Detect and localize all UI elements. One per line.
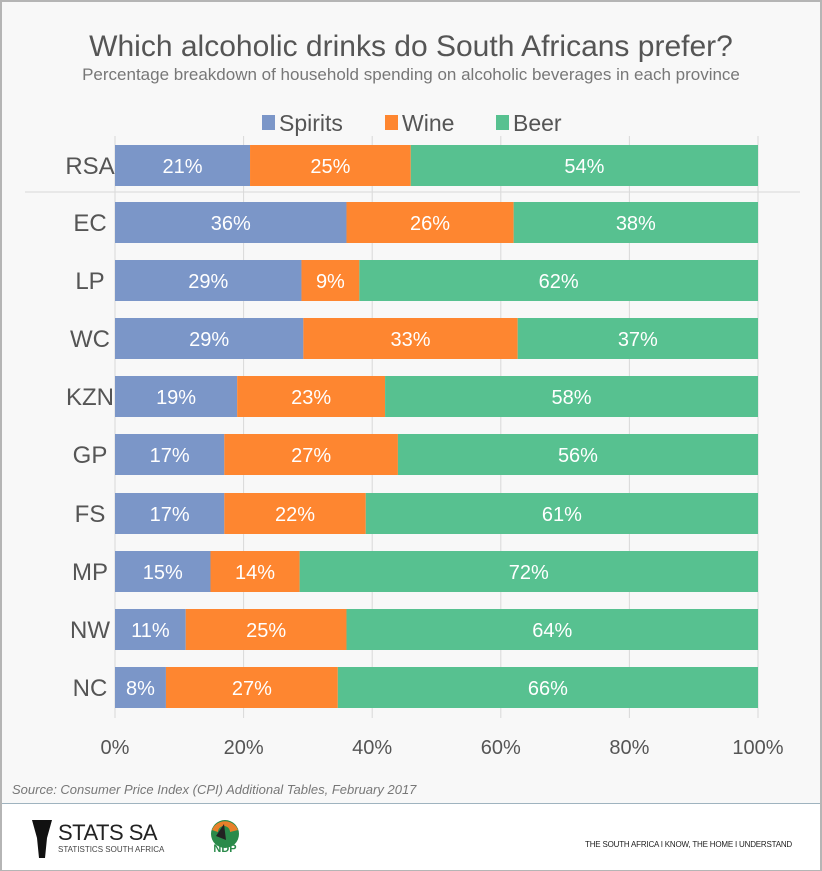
category-label: NW — [70, 617, 110, 644]
bar-segment-beer — [397, 434, 758, 475]
x-tick-label: 80% — [609, 737, 649, 759]
bar-segment-spirits — [115, 493, 225, 534]
legend-label: Wine — [402, 110, 454, 136]
data-label: 37% — [618, 329, 658, 351]
category-label: MP — [72, 559, 108, 586]
data-label: 66% — [528, 678, 568, 700]
bar-segment-spirits — [115, 145, 251, 186]
data-label: 54% — [564, 156, 604, 178]
bar-segment-beer — [299, 551, 758, 592]
footer — [2, 803, 820, 870]
bar-segment-beer — [385, 376, 758, 417]
x-tick-label: 40% — [352, 737, 392, 759]
data-label: 38% — [616, 213, 656, 235]
bar-segment-spirits — [115, 667, 166, 708]
bar-segment-spirits — [115, 260, 302, 301]
category-label: LP — [75, 268, 104, 295]
bar-segment-spirits — [115, 551, 211, 592]
x-tick-label: 60% — [481, 737, 521, 759]
bar-segment-beer — [337, 667, 758, 708]
data-label: 21% — [162, 156, 202, 178]
data-label: 23% — [291, 387, 331, 409]
chart-subtitle: Percentage breakdown of household spendi… — [82, 65, 740, 84]
bar-segment-wine — [301, 260, 360, 301]
x-tick-label: 20% — [224, 737, 264, 759]
data-label: 62% — [539, 271, 579, 293]
bar-segment-wine — [303, 318, 518, 359]
data-label: 26% — [410, 213, 450, 235]
x-tick-label: 0% — [101, 737, 130, 759]
data-label: 19% — [156, 387, 196, 409]
data-label: 17% — [150, 504, 190, 526]
legend-label: Spirits — [279, 110, 343, 136]
data-label: 36% — [211, 213, 251, 235]
data-label: 61% — [542, 504, 582, 526]
bar-segment-beer — [513, 202, 758, 243]
bar-segment-spirits — [115, 202, 347, 243]
data-label: 15% — [143, 562, 183, 584]
legend-swatch — [385, 115, 398, 130]
data-label: 72% — [509, 562, 549, 584]
bar-segment-wine — [250, 145, 411, 186]
bar-segment-wine — [346, 202, 514, 243]
category-label: KZN — [66, 384, 114, 411]
stats-sa-logo-subtext: STATISTICS SOUTH AFRICA — [58, 845, 165, 854]
data-label: 11% — [131, 620, 170, 642]
category-label: NC — [73, 675, 108, 702]
data-label: 9% — [316, 271, 345, 293]
bar-segment-wine — [185, 609, 347, 650]
bar-segment-wine — [210, 551, 300, 592]
bar-segment-beer — [410, 145, 758, 186]
category-label: RSA — [65, 153, 114, 180]
data-label: 29% — [189, 329, 229, 351]
data-label: 33% — [391, 329, 431, 351]
bar-segment-spirits — [115, 609, 186, 650]
source-note: Source: Consumer Price Index (CPI) Addit… — [12, 782, 417, 797]
bar-segment-wine — [237, 376, 386, 417]
data-label: 56% — [558, 445, 598, 467]
tagline: THE SOUTH AFRICA I KNOW, THE HOME I UNDE… — [585, 840, 792, 849]
bar-segment-wine — [224, 434, 398, 475]
category-label: FS — [75, 501, 106, 528]
data-label: 14% — [235, 562, 275, 584]
bar-segment-spirits — [115, 376, 238, 417]
bar-segment-wine — [224, 493, 366, 534]
data-label: 29% — [188, 271, 228, 293]
data-label: 58% — [552, 387, 592, 409]
bar-segment-spirits — [115, 318, 304, 359]
data-label: 17% — [150, 445, 190, 467]
data-label: 64% — [532, 620, 572, 642]
data-label: 27% — [291, 445, 331, 467]
category-label: GP — [73, 442, 108, 469]
data-label: 22% — [275, 504, 315, 526]
legend-swatch — [496, 115, 509, 130]
stacked-bar-chart: Which alcoholic drinks do South Africans… — [25, 30, 800, 759]
bar-segment-beer — [359, 260, 758, 301]
bar-segment-spirits — [115, 434, 225, 475]
data-label: 25% — [310, 156, 350, 178]
category-label: EC — [73, 210, 106, 237]
bar-segment-beer — [517, 318, 758, 359]
chart-title: Which alcoholic drinks do South Africans… — [89, 30, 733, 63]
legend-label: Beer — [513, 110, 562, 136]
legend-swatch — [262, 115, 275, 130]
x-tick-label: 100% — [732, 737, 783, 759]
data-label: 8% — [126, 678, 155, 700]
data-label: 27% — [232, 678, 272, 700]
stats-sa-logo-text: STATS SA — [58, 820, 158, 845]
category-label: WC — [70, 326, 110, 353]
data-label: 25% — [246, 620, 286, 642]
bar-segment-wine — [165, 667, 338, 708]
bar-segment-beer — [346, 609, 758, 650]
bar-segment-beer — [365, 493, 758, 534]
